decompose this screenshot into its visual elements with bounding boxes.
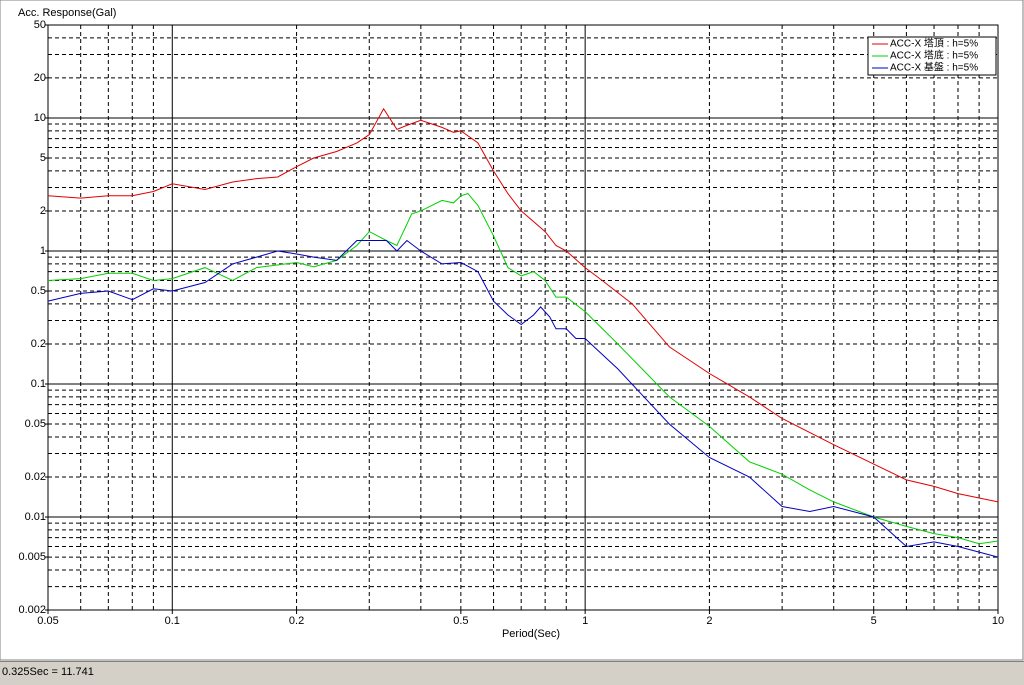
y-tick-label: 50 (34, 19, 46, 31)
series-line (47, 107, 999, 503)
x-tick-label: 2 (706, 615, 712, 627)
y-tick-label: 0.2 (31, 338, 46, 350)
y-tick-label: 1 (40, 245, 46, 257)
series-line (47, 239, 999, 558)
x-tick-label: 10 (992, 615, 1004, 627)
legend-label: ACC-X 塔底 : h=5% (890, 49, 978, 62)
x-tick-label: 0.1 (165, 615, 180, 627)
legend-label: ACC-X 塔頂 : h=5% (890, 37, 978, 50)
y-tick-label: 10 (34, 112, 46, 124)
x-tick-label: 5 (871, 615, 877, 627)
status-text: 0.325Sec = 11.741 (2, 666, 94, 678)
y-tick-label: 0.02 (25, 471, 46, 483)
y-tick-label: 5 (40, 152, 46, 164)
y-tick-label: 20 (34, 72, 46, 84)
x-tick-label: 1 (582, 615, 588, 627)
y-tick-label: 0.002 (18, 604, 46, 616)
plot-area (47, 24, 999, 611)
legend-box (867, 36, 997, 76)
y-tick-label: 0.05 (25, 418, 46, 430)
x-tick-label: 0.5 (453, 615, 468, 627)
series-line (47, 193, 999, 545)
x-axis-label: Period(Sec) (502, 628, 560, 640)
y-tick-label: 2 (40, 205, 46, 217)
x-tick-label: 0.05 (37, 615, 58, 627)
y-tick-label: 0.005 (18, 551, 46, 563)
x-tick-label: 0.2 (289, 615, 304, 627)
y-axis-label: Acc. Response(Gal) (18, 7, 116, 19)
y-tick-label: 0.1 (31, 378, 46, 390)
y-tick-label: 0.5 (31, 285, 46, 297)
legend-label: ACC-X 基盤 : h=5% (890, 61, 978, 74)
y-tick-label: 0.01 (25, 511, 46, 523)
chart: Acc. Response(Gal) Period(Sec) 0.05 0.1 0.… (0, 0, 1024, 661)
status-bar: 0.325Sec = 11.741 (0, 661, 1024, 685)
